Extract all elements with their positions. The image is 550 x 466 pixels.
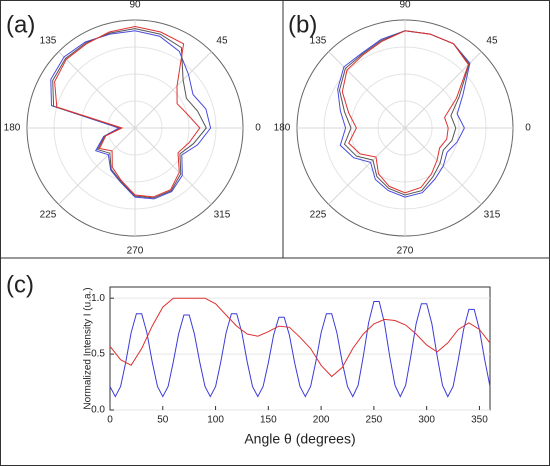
- x-tick-label: 350: [471, 415, 488, 426]
- polar-series-line: [337, 30, 471, 198]
- polar-spoke: [58, 51, 136, 129]
- x-tick-label: 0: [107, 415, 113, 426]
- x-axis-label: Angle θ (degrees): [244, 431, 355, 447]
- polar-series-line: [341, 30, 469, 194]
- series-line: [109, 301, 491, 398]
- x-tick-label: 250: [366, 415, 383, 426]
- angle-tick-label: 270: [127, 246, 144, 257]
- polar-series-line: [50, 30, 212, 200]
- angle-tick-label: 0: [255, 123, 261, 134]
- polar-series-line: [54, 25, 201, 198]
- polar-spoke: [328, 51, 406, 129]
- x-tick-label: 300: [418, 415, 435, 426]
- y-tick-label: 0.0: [91, 405, 105, 416]
- angle-tick-label: 315: [484, 210, 501, 221]
- y-tick-label: 0.5: [91, 349, 105, 360]
- angle-tick-label: 180: [274, 123, 291, 134]
- x-tick-label: 50: [157, 415, 169, 426]
- series-line: [109, 297, 491, 378]
- angle-tick-label: 225: [310, 210, 327, 221]
- polar-spoke: [58, 127, 136, 205]
- polar-spoke: [328, 127, 406, 205]
- angle-tick-label: 0: [525, 123, 531, 134]
- angle-tick-label: 135: [40, 36, 57, 47]
- angle-tick-label: 270: [397, 246, 414, 257]
- y-tick-label: 1.0: [91, 293, 105, 304]
- polar-spoke: [134, 51, 212, 129]
- panel-label: (a): [6, 11, 35, 38]
- plot-area: [109, 286, 491, 411]
- panel-label: (c): [6, 271, 34, 298]
- polar-spoke: [134, 127, 212, 205]
- x-tick-label: 150: [260, 415, 277, 426]
- angle-tick-label: 90: [129, 0, 141, 11]
- angle-tick-label: 225: [40, 210, 57, 221]
- x-tick-label: 200: [313, 415, 330, 426]
- angle-tick-label: 315: [214, 210, 231, 221]
- angle-tick-label: 90: [399, 0, 411, 11]
- angle-tick-label: 45: [216, 36, 228, 47]
- angle-tick-label: 135: [310, 36, 327, 47]
- panel-label: (b): [288, 11, 317, 38]
- y-axis-label: Normalized Intensity I (u.a.): [83, 287, 94, 409]
- angle-tick-label: 45: [486, 36, 498, 47]
- angle-tick-label: 180: [4, 123, 21, 134]
- x-tick-label: 100: [207, 415, 224, 426]
